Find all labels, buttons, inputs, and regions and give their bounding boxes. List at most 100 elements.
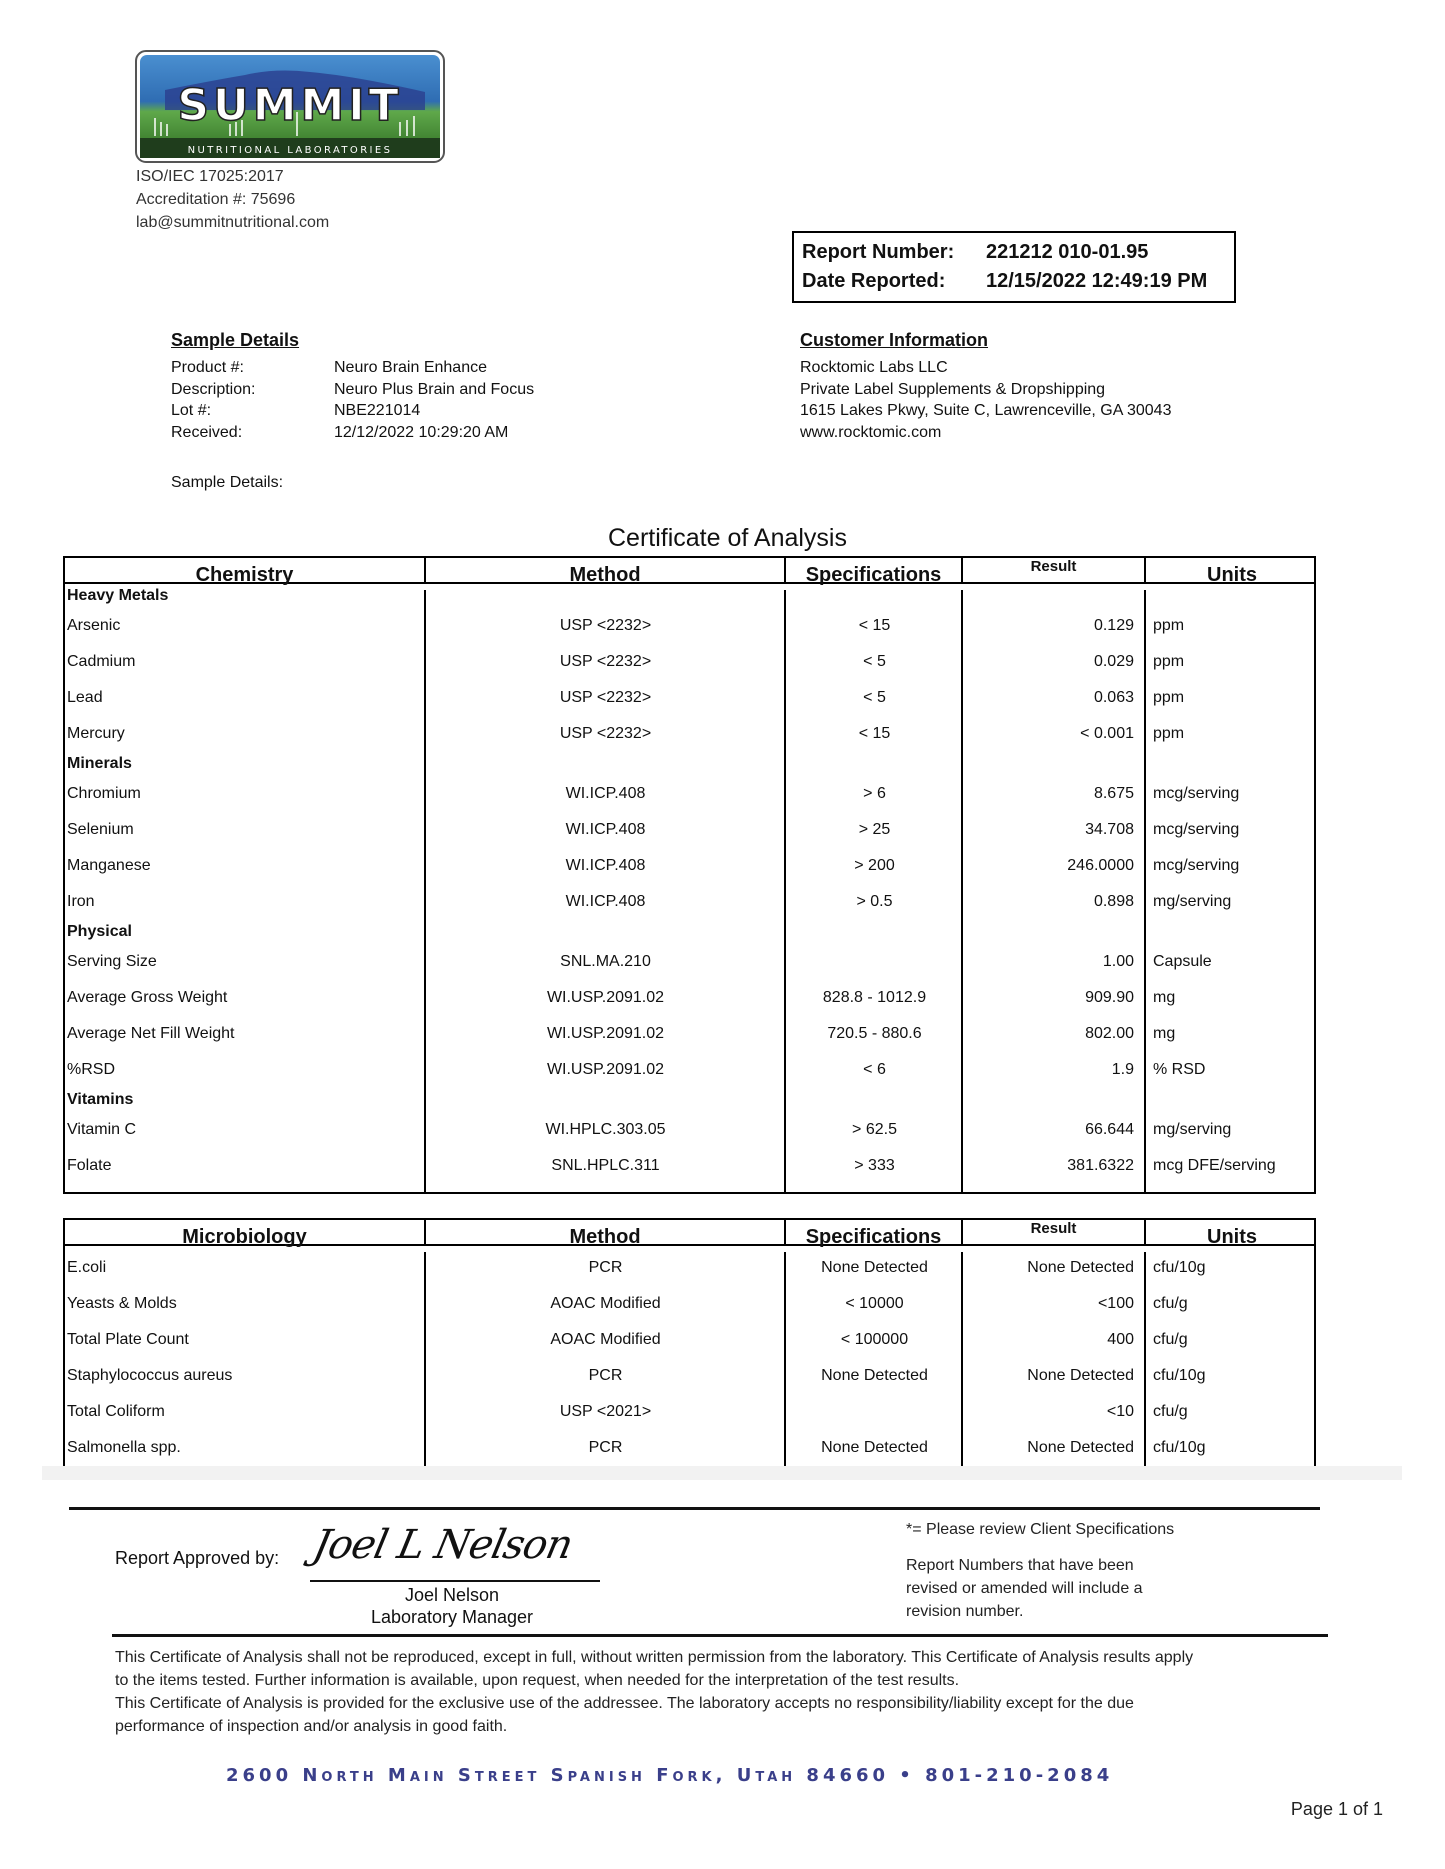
- analyte-cell: Manganese: [67, 857, 151, 874]
- specification-cell: < 6: [863, 1061, 886, 1078]
- analyte-cell: Total Coliform: [67, 1403, 165, 1420]
- date-reported: 12/15/2022 12:49:19 PM: [986, 270, 1208, 292]
- column-divider: [961, 590, 963, 1192]
- result-cell: 1.00: [1102, 953, 1134, 970]
- revision-note-line: revision number.: [906, 1603, 1024, 1620]
- result-cell: 0.898: [1093, 893, 1134, 910]
- method-cell: PCR: [588, 1259, 623, 1276]
- customer-line: Private Label Supplements & Dropshipping: [800, 380, 1106, 398]
- analyte-cell: Mercury: [67, 725, 125, 742]
- result-cell: 1.9: [1111, 1061, 1134, 1078]
- category-label: Vitamins: [67, 1091, 134, 1108]
- method-cell: WI.HPLC.303.05: [545, 1121, 666, 1138]
- report-number: 221212 010-01.95: [986, 241, 1149, 263]
- microbiology-table: Microbiology Method Specifications Result Un…: [63, 1218, 1316, 1468]
- column-header-specifications: Specifications: [786, 1220, 963, 1248]
- analyte-cell: Serving Size: [67, 953, 157, 970]
- method-cell: USP <2021>: [559, 1403, 652, 1420]
- disclaimer-line: to the items tested. Further information…: [115, 1672, 960, 1689]
- result-cell: <10: [1106, 1403, 1134, 1420]
- column-header-microbiology: Microbiology: [65, 1220, 426, 1248]
- method-cell: USP <2232>: [559, 653, 652, 670]
- table-row: E.coli PCR None Detected None Detected cfu/1…: [65, 1250, 1314, 1286]
- customer-line: 1615 Lakes Pkwy, Suite C, Lawrenceville,…: [800, 402, 1172, 419]
- column-header-method: Method: [426, 558, 786, 586]
- result-cell: 381.6322: [1067, 1157, 1134, 1174]
- table-row: Lead USP <2232> < 5 0.063 ppm: [65, 680, 1314, 716]
- method-cell: WI.ICP.408: [565, 785, 646, 802]
- method-cell: WI.USP.2091.02: [546, 1061, 665, 1078]
- disclaimer-line: This Certificate of Analysis is provided…: [115, 1695, 1134, 1712]
- method-cell: PCR: [588, 1439, 623, 1456]
- units-cell: ppm: [1153, 653, 1185, 670]
- table-row: Average Gross Weight WI.USP.2091.02 828.8 …: [65, 980, 1314, 1016]
- sample-field-value: Neuro Plus Brain and Focus: [334, 380, 535, 398]
- specification-cell: > 62.5: [852, 1121, 897, 1138]
- customer-info-heading: Customer Information: [800, 330, 989, 350]
- table-row: Chromium WI.ICP.408 > 6 8.675 mcg/serving: [65, 776, 1314, 812]
- method-cell: SNL.HPLC.311: [551, 1157, 660, 1174]
- units-cell: ppm: [1153, 725, 1185, 742]
- disclaimer-line: performance of inspection and/or analysi…: [115, 1718, 508, 1735]
- specification-cell: > 0.5: [856, 893, 893, 910]
- method-cell: USP <2232>: [559, 689, 652, 706]
- table-row: %RSD WI.USP.2091.02 < 6 1.9 % RSD: [65, 1052, 1314, 1088]
- column-divider: [1144, 1252, 1146, 1466]
- table-row: Serving Size SNL.MA.210 1.00 Capsule: [65, 944, 1314, 980]
- method-cell: WI.ICP.408: [565, 821, 646, 838]
- column-divider: [1144, 590, 1146, 1192]
- column-divider: [784, 1252, 786, 1466]
- customer-information: Customer Information Rocktomic Labs LLC P…: [800, 330, 1171, 443]
- method-cell: AOAC Modified: [550, 1331, 661, 1348]
- column-divider: [961, 1252, 963, 1466]
- result-cell: 34.708: [1085, 821, 1134, 838]
- category-row: Heavy Metals: [65, 584, 1314, 608]
- customer-line: Rocktomic Labs LLC: [800, 359, 948, 376]
- analyte-cell: Salmonella spp.: [67, 1439, 181, 1456]
- units-cell: mcg DFE/serving: [1153, 1157, 1276, 1174]
- method-cell: SNL.MA.210: [560, 953, 651, 970]
- analyte-cell: Chromium: [67, 785, 141, 802]
- result-cell: None Detected: [1027, 1259, 1134, 1276]
- disclaimer-line: This Certificate of Analysis shall not b…: [115, 1649, 1194, 1666]
- sample-details-label: Sample Details:: [171, 474, 284, 491]
- report-number-label: Report Number:: [802, 241, 955, 263]
- logo-text: SUMMIT: [177, 80, 402, 131]
- units-cell: cfu/g: [1153, 1295, 1188, 1312]
- units-cell: mg: [1153, 1025, 1176, 1042]
- table-row: Iron WI.ICP.408 > 0.5 0.898 mg/serving: [65, 884, 1314, 920]
- scan-band: [42, 1466, 1402, 1480]
- units-cell: Capsule: [1153, 953, 1212, 970]
- analyte-cell: Lead: [67, 689, 103, 706]
- column-header-result: Result: [963, 1220, 1146, 1244]
- method-cell: WI.ICP.408: [565, 893, 646, 910]
- result-cell: 909.90: [1085, 989, 1134, 1006]
- disclaimer: This Certificate of Analysis shall not b…: [115, 1646, 1193, 1738]
- signature-line: [310, 1580, 600, 1582]
- units-cell: % RSD: [1153, 1061, 1206, 1078]
- analyte-cell: Total Plate Count: [67, 1331, 189, 1348]
- specification-cell: < 5: [863, 653, 886, 670]
- divider: [69, 1507, 1320, 1510]
- specification-cell: < 5: [863, 689, 886, 706]
- approver: Joel Nelson Laboratory Manager: [302, 1584, 602, 1628]
- sample-field-label: Received:: [171, 423, 243, 441]
- units-cell: mcg/serving: [1153, 857, 1240, 874]
- sample-field-value: Neuro Brain Enhance: [334, 359, 487, 376]
- analyte-cell: Average Net Fill Weight: [67, 1025, 235, 1042]
- result-cell: < 0.001: [1080, 725, 1134, 742]
- category-label: Physical: [67, 923, 132, 940]
- method-cell: AOAC Modified: [550, 1295, 661, 1312]
- analyte-cell: Arsenic: [67, 617, 121, 634]
- analyte-cell: Average Gross Weight: [67, 989, 228, 1006]
- units-cell: ppm: [1153, 689, 1185, 706]
- units-cell: mg/serving: [1153, 1121, 1232, 1138]
- units-cell: cfu/g: [1153, 1331, 1188, 1348]
- analyte-cell: Yeasts & Molds: [67, 1295, 177, 1312]
- sample-details-heading: Sample Details: [171, 330, 300, 350]
- logo-subtext: NUTRITIONAL LABORATORIES: [188, 145, 393, 156]
- sample-field-label: Description:: [171, 380, 256, 398]
- specification-cell: < 15: [858, 725, 891, 742]
- units-cell: mcg/serving: [1153, 821, 1240, 838]
- analyte-cell: Folate: [67, 1157, 112, 1174]
